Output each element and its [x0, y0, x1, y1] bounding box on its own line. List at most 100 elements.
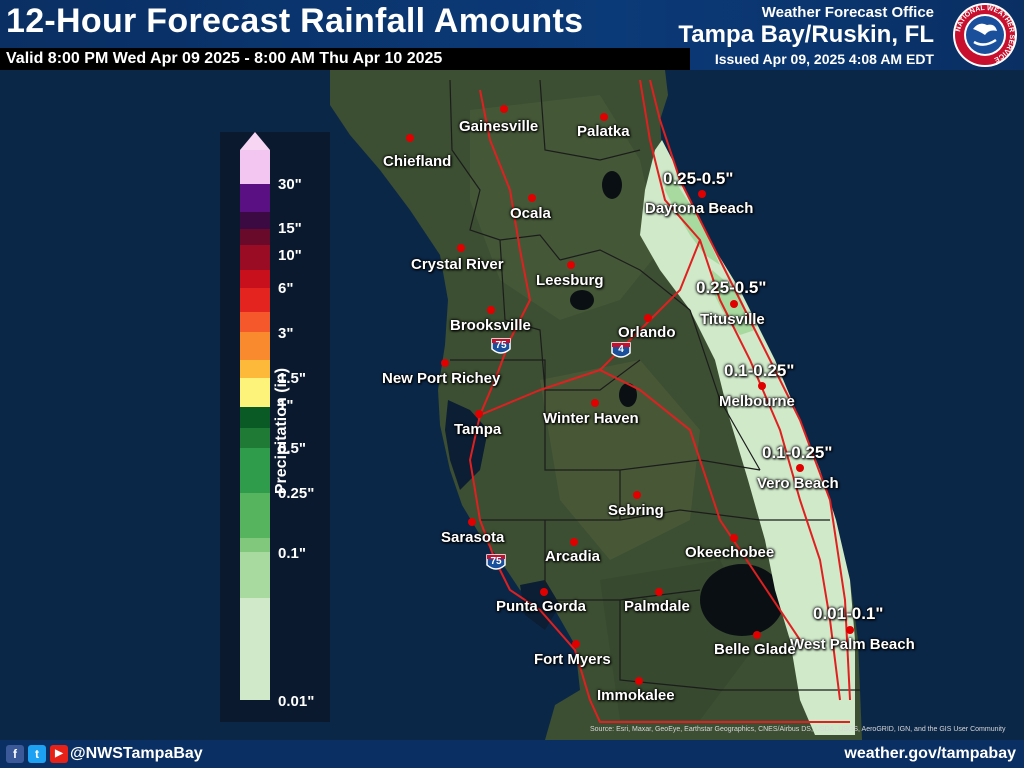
city-label-orlando: Orlando — [618, 324, 676, 341]
city-dot — [730, 300, 738, 308]
city-label-daytona-beach: Daytona Beach — [645, 200, 754, 217]
legend-swatch — [240, 378, 270, 407]
legend-tick: 3" — [278, 325, 294, 342]
legend-tick: 6" — [278, 280, 294, 297]
city-label-palatka: Palatka — [577, 123, 630, 140]
city-label-chiefland: Chiefland — [383, 153, 452, 170]
page-title: 12-Hour Forecast Rainfall Amounts — [6, 2, 584, 40]
city-dot — [600, 113, 608, 121]
city-dot — [570, 538, 578, 546]
city-label-crystal-river: Crystal River — [411, 256, 504, 273]
interstate-shield-75-south: 75 — [485, 553, 507, 573]
interstate-number: 75 — [495, 340, 507, 351]
city-dot — [753, 631, 761, 639]
legend-swatch — [240, 288, 270, 312]
city-dot — [528, 194, 536, 202]
city-label-arcadia: Arcadia — [545, 548, 601, 565]
youtube-icon[interactable]: ▶ — [50, 745, 68, 763]
city-label-immokalee: Immokalee — [597, 687, 675, 704]
issued-time: Issued Apr 09, 2025 4:08 AM EDT — [714, 51, 934, 67]
valid-time: Valid 8:00 PM Wed Apr 09 2025 - 8:00 AM … — [6, 50, 443, 67]
map-attribution: Source: Esri, Maxar, GeoEye, Earthstar G… — [590, 726, 1006, 733]
city-dot — [468, 518, 476, 526]
city-label-brooksville: Brooksville — [450, 317, 531, 334]
lake — [570, 290, 594, 310]
city-label-west-palm-beach: West Palm Beach — [790, 636, 915, 653]
land-texture — [470, 95, 660, 320]
legend-tick: 1.5" — [278, 370, 306, 387]
county-lines — [449, 79, 860, 691]
legend-swatch — [240, 360, 270, 378]
map-canvas — [0, 70, 1024, 740]
city-dot — [633, 491, 641, 499]
precipitation-legend: Precipitation (in) 30" 15" 10" 6" 3" 1.5… — [220, 132, 330, 722]
facebook-icon[interactable]: f — [6, 745, 24, 763]
city-label-fort-myers: Fort Myers — [534, 651, 611, 668]
legend-swatch — [240, 332, 270, 360]
city-label-vero-beach: Vero Beach — [757, 475, 839, 492]
city-dot — [644, 314, 652, 322]
city-label-palmdale: Palmdale — [624, 598, 690, 615]
city-dot — [406, 134, 414, 142]
city-label-gainesville: Gainesville — [459, 118, 539, 135]
city-dot — [475, 410, 483, 418]
legend-swatch — [240, 229, 270, 245]
city-dot — [441, 359, 449, 367]
rainfall-amount-label: 0.1-0.25" — [724, 361, 795, 380]
nws-seal-logo: NATIONAL WEATHER SERVICE — [953, 3, 1017, 67]
city-dot — [457, 244, 465, 252]
city-label-leesburg: Leesburg — [536, 272, 604, 289]
city-label-punta-gorda: Punta Gorda — [496, 598, 587, 615]
legend-tick: 1" — [278, 397, 294, 414]
footer-bar: f t ▶ @NWSTampaBay weather.gov/tampabay — [0, 740, 1024, 768]
city-dot — [796, 464, 804, 472]
legend-swatch — [240, 493, 270, 538]
lake — [619, 383, 637, 407]
header-banner: 12-Hour Forecast Rainfall Amounts Valid … — [0, 0, 1024, 70]
city-dot — [698, 190, 706, 198]
legend-swatch — [240, 245, 270, 270]
rain-area-mid — [665, 170, 720, 265]
interstate-shield-4: 4 — [610, 341, 632, 361]
city-dot — [591, 399, 599, 407]
social-handle[interactable]: @NWSTampaBay — [70, 745, 203, 762]
legend-swatch — [240, 448, 270, 493]
city-label-ocala: Ocala — [510, 205, 551, 222]
rainfall-amount-label: 0.1-0.25" — [762, 443, 833, 462]
city-dot — [846, 626, 854, 634]
city-dot — [730, 534, 738, 542]
rainfall-amount-label: 0.25-0.5" — [696, 278, 767, 297]
city-label-titusville: Titusville — [700, 311, 765, 328]
legend-tick: 15" — [278, 220, 302, 237]
city-dot — [655, 588, 663, 596]
city-dot — [758, 382, 766, 390]
city-label-tampa: Tampa — [454, 421, 502, 438]
legend-swatch — [240, 150, 270, 184]
legend-swatch — [240, 270, 270, 288]
interstate-number: 4 — [618, 344, 624, 355]
website-link[interactable]: weather.gov/tampabay — [844, 745, 1016, 762]
rainfall-amount-label: 0.01-0.1" — [813, 604, 884, 623]
office-label: Weather Forecast Office — [761, 4, 934, 21]
lake-okeechobee — [700, 564, 784, 636]
legend-swatch — [240, 184, 270, 212]
interstate-number: 75 — [490, 556, 502, 567]
city-dot — [540, 588, 548, 596]
lake — [602, 171, 622, 199]
twitter-icon[interactable]: t — [28, 745, 46, 763]
legend-swatch — [240, 312, 270, 332]
city-label-sebring: Sebring — [608, 502, 664, 519]
forecast-map — [0, 70, 1024, 740]
legend-swatch — [240, 407, 270, 428]
legend-swatch — [240, 428, 270, 448]
valid-time-bar — [0, 48, 690, 70]
legend-tick: 10" — [278, 247, 302, 264]
legend-tick: 0.5" — [278, 440, 306, 457]
city-label-melbourne: Melbourne — [719, 393, 795, 410]
interstate-shield-75-north: 75 — [490, 337, 512, 357]
legend-color-bar — [240, 132, 270, 700]
city-dot — [635, 677, 643, 685]
city-dot — [567, 261, 575, 269]
legend-tick: 30" — [278, 176, 302, 193]
legend-swatch — [240, 598, 270, 700]
